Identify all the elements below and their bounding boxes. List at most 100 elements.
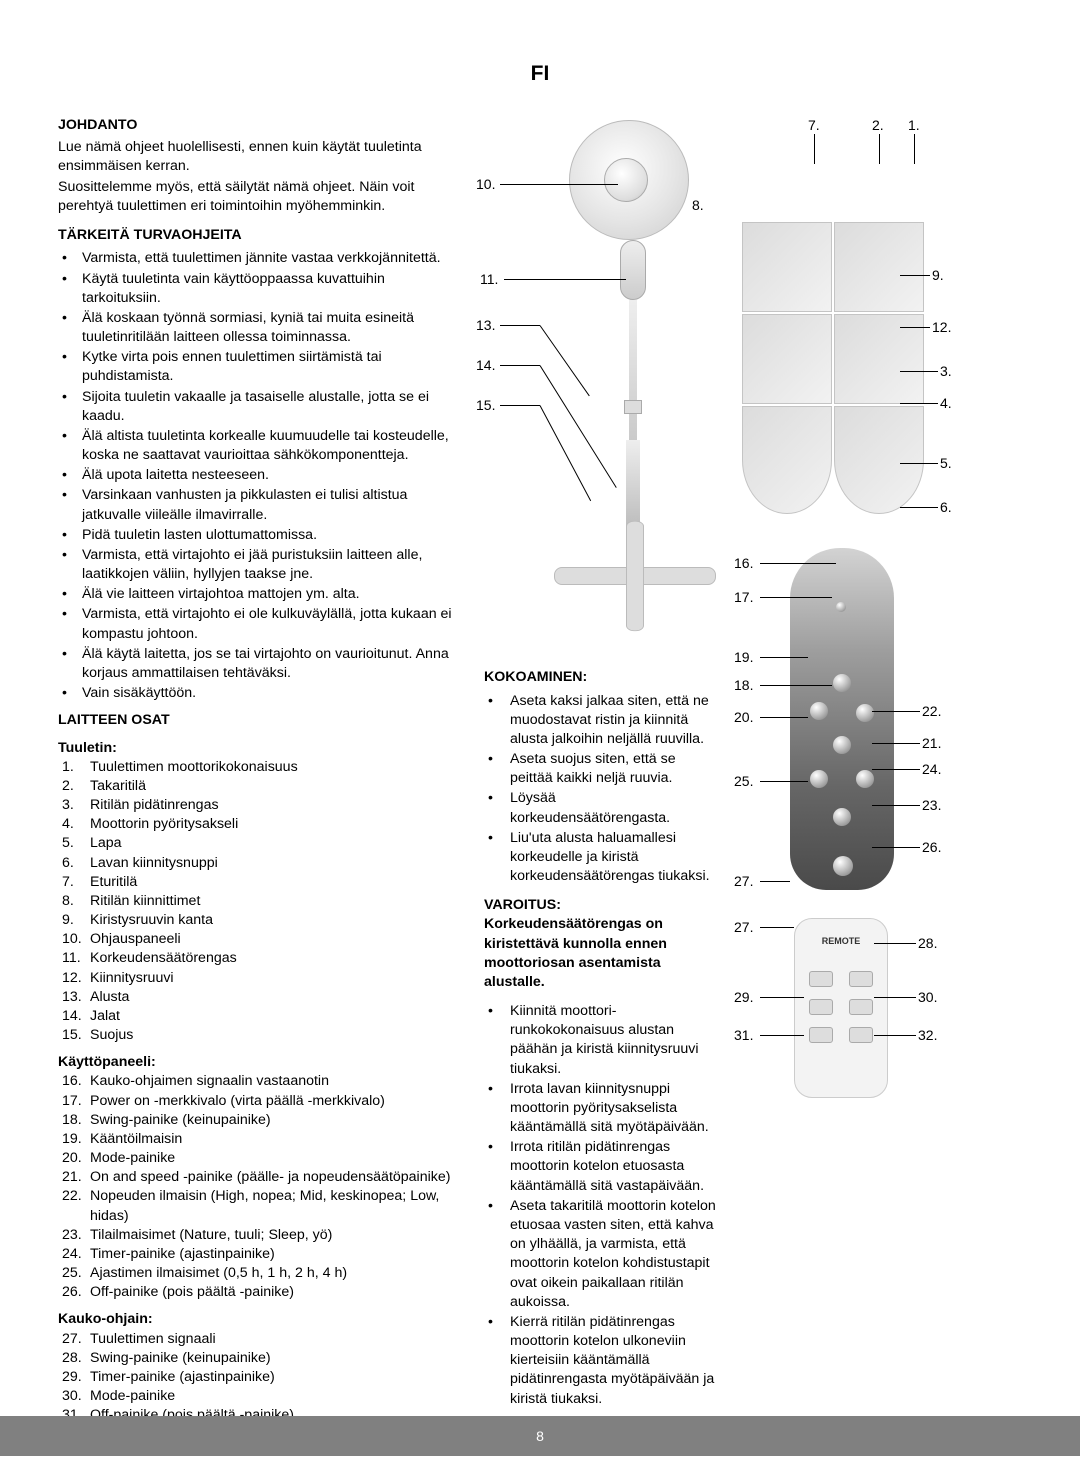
detail-cell: [834, 222, 924, 312]
parts-list-1: 1.Tuulettimen moottorikokonaisuus2.Takar…: [58, 758, 458, 1046]
detail-top-row: 2. 1. 7. 8.: [742, 116, 974, 206]
assembly-warning: VAROITUS: Korkeudensäätörengas on kirist…: [484, 896, 716, 992]
callout-16: 16.: [734, 554, 753, 573]
parts-item: 22.Nopeuden ilmaisin (High, nopea; Mid, …: [58, 1187, 458, 1225]
page-title: FI: [58, 60, 1022, 88]
assembly-item: Irrota lavan kiinnitysnuppi moottorin py…: [484, 1080, 716, 1138]
callout-19: 19.: [734, 648, 753, 667]
page-number: 8: [536, 1428, 544, 1444]
callout-3: 3.: [940, 362, 952, 381]
callout-30: 30.: [918, 988, 937, 1007]
safety-heading: TÄRKEITÄ TURVAOHJEITA: [58, 226, 458, 245]
detail-cell: [742, 222, 832, 312]
parts-item: 14.Jalat: [58, 1007, 458, 1026]
assembly-item: Aseta suojus siten, että se peittää kaik…: [484, 750, 716, 788]
callout-28: 28.: [918, 934, 937, 953]
panel-image: [790, 548, 894, 890]
callout-11: 11.: [480, 270, 498, 289]
safety-item: Sijoita tuuletin vakaalle ja tasaiselle …: [58, 388, 458, 426]
parts-item: 9.Kiristysruuvin kanta: [58, 911, 458, 930]
parts-sub1: Tuuletin:: [58, 739, 458, 758]
parts-item: 10.Ohjauspaneeli: [58, 930, 458, 949]
parts-item: 1.Tuulettimen moottorikokonaisuus: [58, 758, 458, 777]
safety-list: Varmista, että tuulettimen jännite vasta…: [58, 249, 458, 703]
parts-item: 23.Tilailmaisimet (Nature, tuuli; Sleep,…: [58, 1226, 458, 1245]
safety-item: Pidä tuuletin lasten ulottumattomissa.: [58, 526, 458, 545]
callout-14: 14.: [476, 356, 495, 375]
callout-12: 12.: [932, 318, 951, 337]
safety-item: Varmista, että virtajohto ei ole kulkuvä…: [58, 605, 458, 643]
page: FI JOHDANTO Lue nämä ohjeet huolellisest…: [0, 0, 1080, 1453]
remote-image: REMOTE: [794, 918, 888, 1098]
parts-item: 30.Mode-painike: [58, 1387, 458, 1406]
parts-item: 26.Off-painike (pois päältä -painike): [58, 1283, 458, 1302]
intro-heading: JOHDANTO: [58, 116, 458, 135]
intro-p1: Lue nämä ohjeet huolellisesti, ennen kui…: [58, 138, 458, 176]
callout-25: 25.: [734, 772, 753, 791]
parts-item: 21.On and speed -painike (päälle- ja nop…: [58, 1168, 458, 1187]
parts-item: 18.Swing-painike (keinupainike): [58, 1111, 458, 1130]
detail-grid: 9. 12. 3. 4. 5. 6.: [742, 222, 974, 524]
parts-sub2: Käyttöpaneeli:: [58, 1053, 458, 1072]
parts-item: 24.Timer-painike (ajastinpainike): [58, 1245, 458, 1264]
callout-22: 22.: [922, 702, 941, 721]
detail-cell: [742, 406, 832, 514]
safety-item: Varmista, että virtajohto ei jää puristu…: [58, 546, 458, 584]
safety-item: Varsinkaan vanhusten ja pikkulasten ei t…: [58, 486, 458, 524]
callout-29: 29.: [734, 988, 753, 1007]
parts-item: 12.Kiinnitysruuvi: [58, 969, 458, 988]
fan-image: [534, 120, 704, 640]
intro-p2: Suosittelemme myös, että säilytät nämä o…: [58, 178, 458, 216]
callout-23: 23.: [922, 796, 941, 815]
parts-item: 4.Moottorin pyöritysakseli: [58, 815, 458, 834]
safety-item: Älä vie laitteen virtajohtoa mattojen ym…: [58, 585, 458, 604]
parts-item: 6.Lavan kiinnitysnuppi: [58, 854, 458, 873]
parts-item: 16.Kauko-ohjaimen signaalin vastaanotin: [58, 1072, 458, 1091]
parts-sub3: Kauko-ohjain:: [58, 1310, 458, 1329]
parts-item: 8.Ritilän kiinnittimet: [58, 892, 458, 911]
callout-7: 7.: [808, 116, 820, 135]
parts-item: 11.Korkeudensäätörengas: [58, 949, 458, 968]
safety-item: Vain sisäkäyttöön.: [58, 684, 458, 703]
safety-item: Älä upota laitetta nesteeseen.: [58, 466, 458, 485]
assembly-item: Liu'uta alusta haluamallesi korkeudelle …: [484, 829, 716, 887]
assembly-heading: KOKOAMINEN:: [484, 668, 716, 687]
callout-9: 9.: [932, 266, 944, 285]
safety-item: Älä käytä laitetta, jos se tai virtajoht…: [58, 645, 458, 683]
callout-31: 31.: [734, 1026, 753, 1045]
right-column: 2. 1. 7. 8. 9. 12. 3.: [742, 116, 974, 1452]
columns: JOHDANTO Lue nämä ohjeet huolellisesti, …: [58, 116, 1022, 1452]
parts-item: 20.Mode-painike: [58, 1149, 458, 1168]
callout-13: 13.: [476, 316, 495, 335]
assembly-item: Kiinnitä moottori-runkokokonaisuus alust…: [484, 1002, 716, 1079]
left-column: JOHDANTO Lue nämä ohjeet huolellisesti, …: [58, 116, 458, 1452]
callout-27: 27.: [734, 872, 753, 891]
assembly-list-b: Kiinnitä moottori-runkokokonaisuus alust…: [484, 1002, 716, 1409]
parts-item: 27.Tuulettimen signaali: [58, 1330, 458, 1349]
assembly-list-a: Aseta kaksi jalkaa siten, että ne muodos…: [484, 692, 716, 887]
callout-4: 4.: [940, 394, 952, 413]
callout-18: 18.: [734, 676, 753, 695]
callout-20: 20.: [734, 708, 753, 727]
parts-item: 3.Ritilän pidätinrengas: [58, 796, 458, 815]
parts-item: 28.Swing-painike (keinupainike): [58, 1349, 458, 1368]
safety-item: Älä koskaan työnnä sormiasi, kyniä tai m…: [58, 309, 458, 347]
control-panel-diagram: 16. 17. 19. 18. 20. 25. 27. 22. 21. 24.: [742, 548, 974, 890]
parts-item: 17.Power on -merkkivalo (virta päällä -m…: [58, 1092, 458, 1111]
parts-item: 13.Alusta: [58, 988, 458, 1007]
assembly-item: Löysää korkeudensäätörengasta.: [484, 789, 716, 827]
parts-item: 7.Eturitilä: [58, 873, 458, 892]
assembly-item: Aseta takaritilä moottorin kotelon etuos…: [484, 1197, 716, 1312]
remote-diagram: REMOTE 27. 29. 31. 28. 30. 32.: [742, 918, 974, 1106]
callout-26: 26.: [922, 838, 941, 857]
detail-cell: [834, 406, 924, 514]
parts-item: 15.Suojus: [58, 1026, 458, 1045]
mid-column: 10. 11. 13. 14. 15. KOKOAMINEN: Aseta ka…: [484, 116, 716, 1452]
parts-item: 2.Takaritilä: [58, 777, 458, 796]
parts-item: 25.Ajastimen ilmaisimet (0,5 h, 1 h, 2 h…: [58, 1264, 458, 1283]
page-footer: 8: [0, 1416, 1080, 1456]
assembly-item: Aseta kaksi jalkaa siten, että ne muodos…: [484, 692, 716, 750]
parts-item: 19.Kääntöilmaisin: [58, 1130, 458, 1149]
parts-list-2: 16.Kauko-ohjaimen signaalin vastaanotin1…: [58, 1072, 458, 1302]
fan-diagram: 10. 11. 13. 14. 15.: [484, 120, 716, 640]
